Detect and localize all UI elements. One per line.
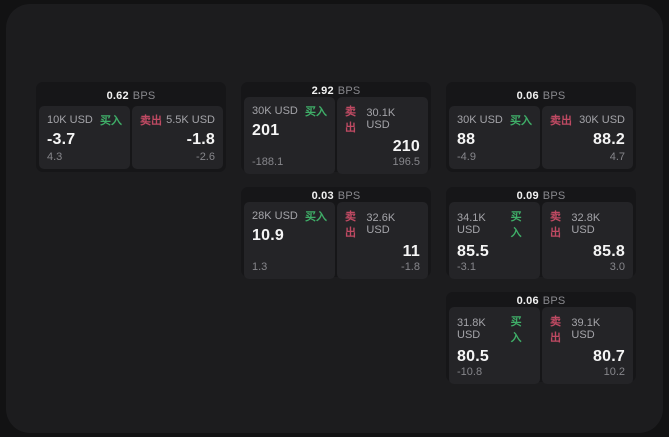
sell-panel[interactable]: 卖出 32.6K USD 11 -1.8: [337, 202, 428, 279]
sell-side-label: 卖出: [345, 106, 356, 134]
quote-card-grid: 0.62 BPS 10K USD 买入 -3.7 4.3 卖出 5.5K USD: [36, 82, 636, 384]
bps-header: 0.62 BPS: [39, 85, 223, 106]
bps-value: 0.03: [311, 190, 334, 202]
bps-header: 0.03 BPS: [244, 190, 428, 202]
quote-card: 0.06 BPS 31.8K USD 买入 80.5 -10.8 卖出 39.1…: [446, 292, 636, 384]
sell-price: 11: [402, 243, 420, 260]
sell-size: 30K USD: [579, 114, 625, 126]
buy-price: 85.5: [457, 243, 489, 260]
sell-delta: 3.0: [609, 261, 625, 273]
buy-delta: -10.8: [457, 366, 483, 378]
bps-value: 0.62: [106, 89, 129, 102]
buy-side-label: 买入: [510, 316, 522, 344]
sell-panel[interactable]: 卖出 32.8K USD 85.8 3.0: [542, 202, 633, 279]
buy-price: 80.5: [457, 348, 489, 365]
buy-delta: -4.9: [457, 151, 476, 163]
buy-delta: 4.3: [47, 151, 63, 163]
bps-header: 0.06 BPS: [449, 85, 633, 106]
sell-side-label: 卖出: [140, 115, 162, 127]
buy-panel[interactable]: 28K USD 买入 10.9 1.3: [244, 202, 335, 279]
buy-panel[interactable]: 30K USD 买入 88 -4.9: [449, 106, 540, 169]
sell-price: 85.8: [593, 243, 625, 260]
sell-size: 39.1K USD: [571, 317, 601, 341]
bps-value: 0.06: [516, 295, 539, 307]
sell-price: 210: [392, 138, 420, 155]
sell-panel[interactable]: 卖出 5.5K USD -1.8 -2.6: [132, 106, 223, 169]
bps-value: 2.92: [311, 85, 334, 97]
buy-side-label: 买入: [100, 115, 122, 127]
quote-card: 0.06 BPS 30K USD 买入 88 -4.9 卖出 30K USD: [446, 82, 636, 172]
sell-delta: 196.5: [392, 156, 420, 168]
app-window: 0.62 BPS 10K USD 买入 -3.7 4.3 卖出 5.5K USD: [6, 4, 663, 433]
buy-size: 30K USD: [252, 105, 298, 117]
bps-header: 2.92 BPS: [244, 85, 428, 97]
buy-price: 201: [252, 122, 280, 139]
sell-panel[interactable]: 卖出 39.1K USD 80.7 10.2: [542, 307, 633, 384]
buy-delta: 1.3: [252, 261, 268, 273]
buy-size: 31.8K USD: [457, 317, 486, 341]
buy-panel[interactable]: 30K USD 买入 201 -188.1: [244, 97, 335, 174]
sell-side-label: 卖出: [345, 211, 356, 239]
sell-side-label: 卖出: [550, 115, 572, 127]
sell-size: 32.6K USD: [366, 212, 396, 236]
sell-price: -1.8: [186, 131, 215, 148]
buy-side-label: 买入: [305, 211, 327, 223]
sell-delta: 4.7: [609, 151, 625, 163]
sell-price: 88.2: [593, 131, 625, 148]
buy-price: -3.7: [47, 131, 76, 148]
bps-unit-label: BPS: [542, 89, 566, 102]
bps-unit-label: BPS: [337, 85, 361, 97]
buy-side-label: 买入: [510, 211, 522, 239]
sell-panel[interactable]: 卖出 30K USD 88.2 4.7: [542, 106, 633, 169]
buy-panel[interactable]: 31.8K USD 买入 80.5 -10.8: [449, 307, 540, 384]
sell-side-label: 卖出: [550, 211, 561, 239]
sell-delta: 10.2: [603, 366, 625, 378]
bps-unit-label: BPS: [542, 295, 566, 307]
bps-header: 0.06 BPS: [449, 295, 633, 307]
sell-price: 80.7: [593, 348, 625, 365]
buy-panel[interactable]: 10K USD 买入 -3.7 4.3: [39, 106, 130, 169]
buy-size: 10K USD: [47, 114, 93, 126]
buy-delta: -188.1: [252, 156, 284, 168]
quote-card: 0.03 BPS 28K USD 买入 10.9 1.3 卖出 32.6K US…: [241, 187, 431, 279]
buy-size: 28K USD: [252, 210, 298, 222]
sell-delta: -2.6: [196, 151, 215, 163]
sell-size: 30.1K USD: [366, 107, 396, 131]
buy-panel[interactable]: 34.1K USD 买入 85.5 -3.1: [449, 202, 540, 279]
sell-delta: -1.8: [401, 261, 420, 273]
bps-header: 0.09 BPS: [449, 190, 633, 202]
buy-size: 34.1K USD: [457, 212, 486, 236]
buy-delta: -3.1: [457, 261, 476, 273]
quote-card: 0.09 BPS 34.1K USD 买入 85.5 -3.1 卖出 32.8K…: [446, 187, 636, 279]
buy-price: 10.9: [252, 227, 284, 244]
buy-price: 88: [457, 131, 476, 148]
bps-unit-label: BPS: [337, 190, 361, 202]
buy-side-label: 买入: [510, 115, 532, 127]
sell-panel[interactable]: 卖出 30.1K USD 210 196.5: [337, 97, 428, 174]
bps-unit-label: BPS: [542, 190, 566, 202]
quote-card: 0.62 BPS 10K USD 买入 -3.7 4.3 卖出 5.5K USD: [36, 82, 226, 172]
sell-size: 32.8K USD: [571, 212, 601, 236]
buy-size: 30K USD: [457, 114, 503, 126]
bps-unit-label: BPS: [132, 89, 156, 102]
buy-side-label: 买入: [305, 106, 327, 118]
bps-value: 0.09: [516, 190, 539, 202]
bps-value: 0.06: [516, 89, 539, 102]
sell-size: 5.5K USD: [166, 114, 215, 126]
quote-card: 2.92 BPS 30K USD 买入 201 -188.1 卖出 30.1K …: [241, 82, 431, 174]
sell-side-label: 卖出: [550, 316, 561, 344]
